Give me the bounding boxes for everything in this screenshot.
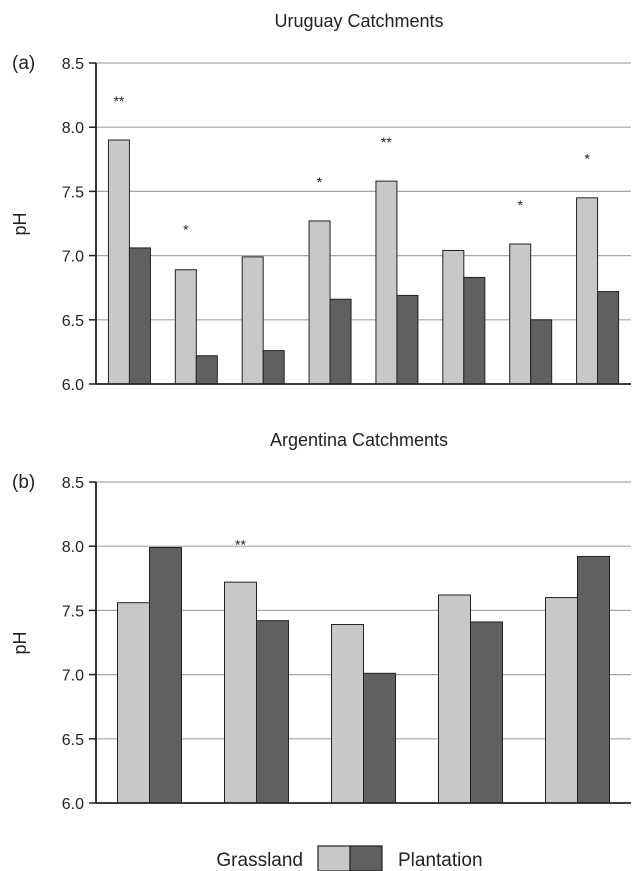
chart-a-y-tick-label: 8.0 [62,120,84,137]
legend-swatch-plantation [349,845,383,871]
chart-b-bar-grassland [545,597,578,804]
chart-a-bar-plantation [530,319,553,385]
chart-b-y-tick-label: 8.0 [62,539,84,556]
chart-b-plot: 6.0 6.5 7.0 7.5 8.0 8.5 ** [62,475,631,813]
chart-b-panel-label: (b) [12,472,35,493]
chart-a-bar-grassland [442,249,465,385]
chart-a-bar-plantation [128,247,151,385]
legend-swatch-grassland [317,845,351,871]
chart-b-bar-plantation [256,620,289,804]
chart-b-bar-plantation [363,672,396,804]
chart-a-bar-grassland [107,139,130,385]
chart-a-significance-marker: * [317,174,323,190]
chart-b-title: Argentina Catchments [270,430,448,450]
chart-b-bar-plantation [149,546,182,804]
chart-b-bar-grassland [224,581,257,804]
chart-a-y-tick-label: 8.5 [62,56,84,73]
chart-a-bar-grassland [375,180,398,385]
chart-a-significance-marker: * [183,221,189,237]
chart-b-significance-marker: ** [235,536,246,552]
chart-b-y-tick-label: 7.5 [62,603,84,620]
chart-a-bar-plantation [396,294,419,385]
legend: Grassland Plantation [216,845,483,871]
chart-a-panel-label: (a) [12,53,35,74]
chart-b-bar-grassland [117,602,150,804]
chart-a-significance-marker: * [584,151,590,167]
chart-a-bar-grassland [241,256,264,385]
chart-a-bar-grassland [509,243,532,385]
chart-a-significance-marker: * [517,197,523,213]
legend-label-grassland: Grassland [216,850,303,871]
chart-a-ylabel: pH [10,212,30,235]
chart-a-bar-grassland [576,197,599,385]
chart-a-bar-grassland [174,269,197,385]
chart-b-ylabel: pH [10,631,30,654]
chart-a-bar-plantation [195,355,218,385]
chart-a-bar-plantation [329,298,352,385]
chart-b-y-tick-label: 8.5 [62,475,84,492]
chart-a-bar-grassland [308,220,331,385]
chart-a-y-tick-label: 6.0 [62,377,84,394]
chart-b-y-tick-label: 7.0 [62,668,84,685]
chart-a-significance-marker: ** [113,93,124,109]
chart-b-bar-plantation [470,621,503,804]
chart-a-y-tick-label: 6.5 [62,313,84,330]
chart-a-significance-marker: ** [381,134,392,150]
chart-b-y-tick-label: 6.5 [62,732,84,749]
chart-a-y-tick-label: 7.0 [62,249,84,266]
chart-a-bar-plantation [597,291,620,385]
chart-a-y-tick-label: 7.5 [62,184,84,201]
chart-b-y-tick-label: 6.0 [62,796,84,813]
chart-a-title: Uruguay Catchments [274,11,443,31]
chart-a-bar-plantation [463,276,486,385]
chart-a-bar-plantation [262,350,285,385]
chart-b-bar-plantation [577,555,610,804]
chart-b-bar-grassland [438,594,471,804]
legend-label-plantation: Plantation [398,850,483,871]
chart-b-bar-grassland [331,624,364,804]
chart-a-plot: 6.06.57.07.58.08.5******** [62,56,631,394]
